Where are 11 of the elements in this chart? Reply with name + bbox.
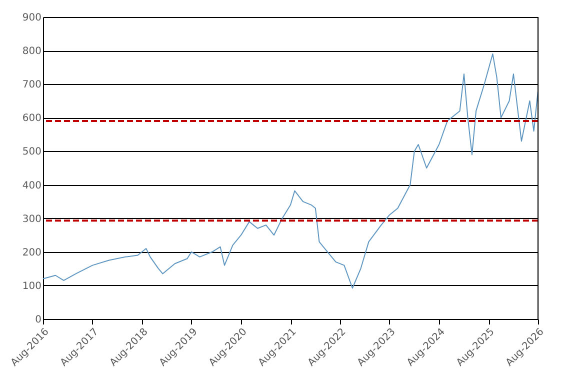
y-tick-label: 900 [22, 12, 42, 24]
y-tick-label: 300 [22, 214, 42, 225]
y-tick-label: 0 [35, 314, 42, 326]
y-tick-label: 100 [22, 280, 42, 292]
y-tick-label: 700 [22, 80, 42, 91]
y-tick-label: 400 [22, 180, 42, 192]
y-tick-label: 200 [22, 247, 42, 258]
y-tick-label: 500 [22, 146, 42, 158]
y-tick-label: 600 [22, 113, 42, 124]
line-series [42, 53, 538, 289]
y-tick-label: 800 [22, 46, 42, 58]
